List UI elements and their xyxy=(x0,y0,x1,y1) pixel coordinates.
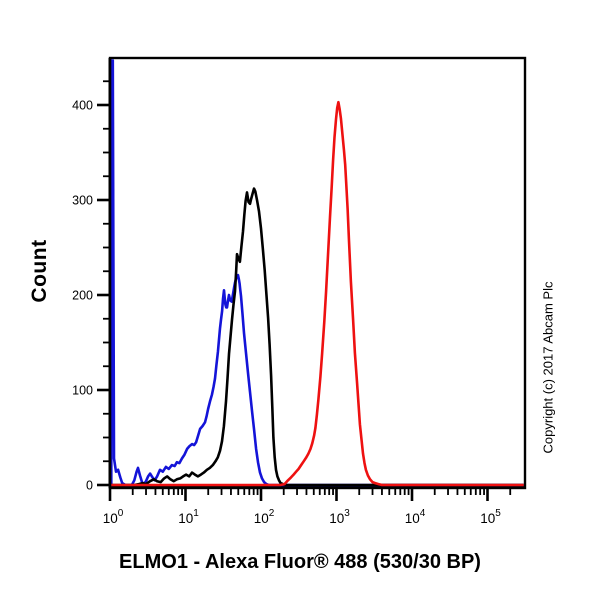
y-tick-label: 400 xyxy=(72,99,93,113)
y-axis-title: Count xyxy=(28,239,51,303)
x-tick-label: 105 xyxy=(480,508,501,526)
y-tick-label: 300 xyxy=(72,194,93,208)
x-tick-label: 100 xyxy=(103,508,124,526)
y-axis: 0 100 200 300 400 xyxy=(72,80,110,493)
plot-border xyxy=(108,56,527,490)
x-axis: 100 101 102 103 104 105 xyxy=(103,488,512,526)
x-tick-label: 103 xyxy=(329,508,350,526)
curves xyxy=(111,59,524,487)
x-tick-label: 104 xyxy=(405,508,426,526)
copyright-notice: Copyright (c) 2017 Abcam Plc xyxy=(540,281,556,454)
y-tick-label: 200 xyxy=(72,289,93,303)
y-tick-label: 100 xyxy=(72,384,93,398)
figure-caption: ELMO1 - Alexa Fluor® 488 (530/30 BP) xyxy=(119,551,481,573)
series-red-curve xyxy=(111,100,524,487)
series-black-curve xyxy=(111,187,524,487)
x-tick-label: 101 xyxy=(178,508,199,526)
x-tick-label: 102 xyxy=(254,508,275,526)
y-tick-label: 0 xyxy=(86,479,93,493)
